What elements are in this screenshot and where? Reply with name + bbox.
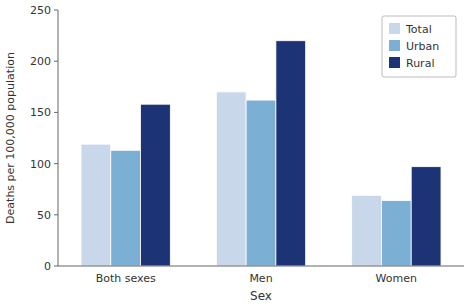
tick-mark — [54, 61, 58, 62]
tick-mark — [54, 214, 58, 215]
tick-label: Women — [376, 272, 417, 285]
legend-frame — [382, 16, 456, 77]
bar — [141, 104, 171, 266]
bar — [216, 92, 246, 266]
tick-label: 50 — [37, 209, 51, 222]
axis-label: Deaths per 100,000 population — [4, 52, 17, 224]
legend-label: Urban — [406, 40, 439, 53]
axis-line — [58, 266, 464, 267]
tick-label: 150 — [30, 106, 51, 119]
bar — [352, 195, 382, 266]
tick-label: 100 — [30, 158, 51, 171]
legend-swatch — [389, 57, 400, 68]
tick-mark — [54, 266, 58, 267]
tick-mark — [54, 163, 58, 164]
bar — [381, 200, 411, 266]
tick-label: 250 — [30, 4, 51, 17]
legend-swatch — [389, 40, 400, 51]
tick-label: 0 — [44, 260, 51, 273]
tick-mark — [54, 112, 58, 113]
y-axis: 0 50 100 150 200 250 — [30, 4, 58, 273]
tick-label: Men — [249, 272, 272, 285]
axis-label: Sex — [250, 289, 272, 303]
legend-swatch — [389, 23, 400, 34]
legend-label: Rural — [406, 57, 434, 70]
bar — [276, 41, 306, 266]
bar — [411, 167, 441, 266]
axis-line — [58, 10, 59, 266]
bar — [246, 100, 276, 266]
bar — [81, 144, 111, 266]
bar — [111, 150, 141, 266]
tick-mark — [54, 10, 58, 11]
legend: Total Urban Rural — [382, 16, 456, 77]
legend-label: Total — [405, 23, 432, 36]
tick-label: Both sexes — [96, 272, 156, 285]
tick-label: 200 — [30, 55, 51, 68]
chart: 0 50 100 150 200 250 Both sexes Men Women Sex Deat… — [0, 0, 474, 308]
